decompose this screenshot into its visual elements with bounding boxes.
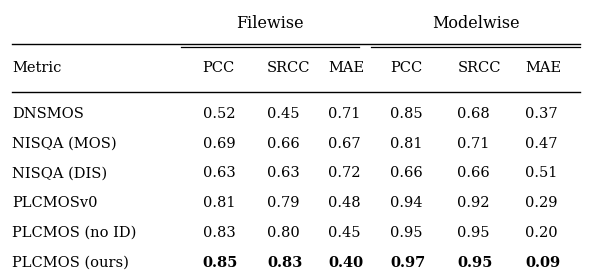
Text: 0.92: 0.92 <box>457 196 490 210</box>
Text: 0.40: 0.40 <box>328 256 363 270</box>
Text: DNSMOS: DNSMOS <box>12 107 84 121</box>
Text: 0.83: 0.83 <box>203 226 235 240</box>
Text: 0.79: 0.79 <box>267 196 300 210</box>
Text: PCC: PCC <box>390 61 422 75</box>
Text: 0.81: 0.81 <box>203 196 235 210</box>
Text: NISQA (MOS): NISQA (MOS) <box>12 137 117 151</box>
Text: 0.97: 0.97 <box>390 256 425 270</box>
Text: 0.09: 0.09 <box>525 256 560 270</box>
Text: 0.95: 0.95 <box>390 226 422 240</box>
Text: 0.51: 0.51 <box>525 167 558 180</box>
Text: 0.72: 0.72 <box>328 167 361 180</box>
Text: NISQA (DIS): NISQA (DIS) <box>12 167 107 180</box>
Text: Filewise: Filewise <box>236 15 304 32</box>
Text: 0.71: 0.71 <box>328 107 361 121</box>
Text: 0.47: 0.47 <box>525 137 558 151</box>
Text: 0.45: 0.45 <box>267 107 300 121</box>
Text: 0.85: 0.85 <box>390 107 422 121</box>
Text: 0.80: 0.80 <box>267 226 300 240</box>
Text: 0.66: 0.66 <box>390 167 422 180</box>
Text: 0.69: 0.69 <box>203 137 235 151</box>
Text: 0.95: 0.95 <box>457 226 490 240</box>
Text: 0.52: 0.52 <box>203 107 235 121</box>
Text: Metric: Metric <box>12 61 61 75</box>
Text: 0.63: 0.63 <box>267 167 300 180</box>
Text: 0.48: 0.48 <box>328 196 361 210</box>
Text: 0.37: 0.37 <box>525 107 558 121</box>
Text: MAE: MAE <box>525 61 561 75</box>
Text: 0.85: 0.85 <box>203 256 238 270</box>
Text: PCC: PCC <box>203 61 235 75</box>
Text: 0.63: 0.63 <box>203 167 235 180</box>
Text: PLCMOS (no ID): PLCMOS (no ID) <box>12 226 137 240</box>
Text: 0.68: 0.68 <box>457 107 490 121</box>
Text: MAE: MAE <box>328 61 365 75</box>
Text: PLCMOSv0: PLCMOSv0 <box>12 196 98 210</box>
Text: SRCC: SRCC <box>457 61 501 75</box>
Text: Modelwise: Modelwise <box>432 15 519 32</box>
Text: 0.71: 0.71 <box>457 137 490 151</box>
Text: 0.83: 0.83 <box>267 256 302 270</box>
Text: 0.67: 0.67 <box>328 137 361 151</box>
Text: 0.66: 0.66 <box>267 137 300 151</box>
Text: PLCMOS (ours): PLCMOS (ours) <box>12 256 129 270</box>
Text: SRCC: SRCC <box>267 61 311 75</box>
Text: 0.45: 0.45 <box>328 226 361 240</box>
Text: 0.94: 0.94 <box>390 196 422 210</box>
Text: 0.95: 0.95 <box>457 256 493 270</box>
Text: 0.66: 0.66 <box>457 167 490 180</box>
Text: 0.81: 0.81 <box>390 137 422 151</box>
Text: 0.20: 0.20 <box>525 226 558 240</box>
Text: 0.29: 0.29 <box>525 196 558 210</box>
